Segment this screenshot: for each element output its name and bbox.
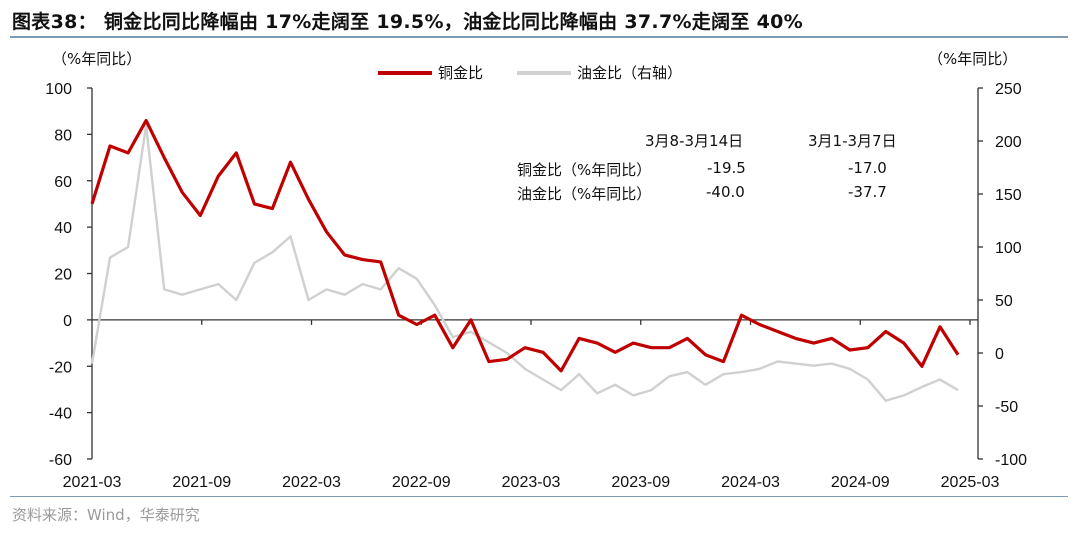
right-y-tick-label: 150 xyxy=(995,187,1022,204)
table-header-week1: 3月8-3月14日 xyxy=(645,132,744,150)
right-axis-unit: （%年同比） xyxy=(928,50,1018,68)
legend-swatch-gray-line-icon xyxy=(517,70,572,75)
x-tick-label: 2022-03 xyxy=(282,474,341,491)
table-cell: -40.0 xyxy=(706,183,745,201)
right-y-tick-label: 50 xyxy=(995,293,1013,310)
legend-label: 油金比（右轴） xyxy=(577,64,683,82)
table-cell: -37.7 xyxy=(848,183,887,201)
left-y-tick-label: 100 xyxy=(45,81,72,98)
table-cell: -19.5 xyxy=(707,159,746,177)
x-tick-label: 2023-03 xyxy=(502,474,561,491)
right-y-tick-label: 0 xyxy=(995,346,1004,363)
legend-item-copper-gold: 铜金比 xyxy=(378,62,483,83)
x-tick-label: 2022-09 xyxy=(392,474,451,491)
copper-gold-line xyxy=(90,118,960,373)
x-tick-label: 2024-09 xyxy=(831,474,890,491)
right-y-tick-label: 200 xyxy=(995,134,1022,151)
right-y-tick-label: 100 xyxy=(995,240,1022,257)
footer-divider xyxy=(10,496,1068,497)
right-y-tick-label: -50 xyxy=(995,399,1018,416)
table-header-week0: 3月1-3月7日 xyxy=(808,132,897,150)
x-tick-label: 2021-09 xyxy=(172,474,231,491)
table-row-label: 油金比（%年同比） xyxy=(517,185,652,203)
title-divider xyxy=(10,36,1068,38)
left-y-tick-label: 0 xyxy=(63,313,72,330)
source-note: 资料来源：Wind，华泰研究 xyxy=(12,506,200,524)
right-y-tick-label: -100 xyxy=(995,452,1027,469)
table-cell: -17.0 xyxy=(848,159,887,177)
legend-swatch-red-line-icon xyxy=(378,70,432,75)
axes: -60 -40 -20 0 20 40 60 80 100 -100 -50 0 50 100 150 200… xyxy=(45,81,1027,491)
oil-gold-line xyxy=(90,123,959,402)
series-lines xyxy=(90,118,960,402)
x-tick-label: 2024-03 xyxy=(721,474,780,491)
x-tick-label: 2021-03 xyxy=(63,474,122,491)
x-tick-label: 2023-09 xyxy=(611,474,670,491)
x-tick-label: 2025-03 xyxy=(941,474,1000,491)
left-y-tick-label: 40 xyxy=(54,220,72,237)
legend: 铜金比 油金比（右轴） xyxy=(378,62,706,83)
legend-label: 铜金比 xyxy=(438,64,484,82)
left-y-tick-label: -40 xyxy=(49,406,72,423)
left-axis-unit: （%年同比） xyxy=(52,50,142,68)
chart-title: 图表38： 铜金比同比降幅由 17%走阔至 19.5%，油金比同比降幅由 37.… xyxy=(12,11,804,33)
left-y-tick-label: -60 xyxy=(49,452,72,469)
table-row-label: 铜金比（%年同比） xyxy=(517,161,652,179)
left-y-tick-label: 60 xyxy=(54,174,72,191)
left-y-tick-label: 20 xyxy=(54,267,72,284)
legend-item-oil-gold: 油金比（右轴） xyxy=(517,62,682,83)
left-y-tick-label: 80 xyxy=(54,127,72,144)
left-y-tick-label: -20 xyxy=(49,359,72,376)
right-y-tick-label: 250 xyxy=(995,81,1022,98)
